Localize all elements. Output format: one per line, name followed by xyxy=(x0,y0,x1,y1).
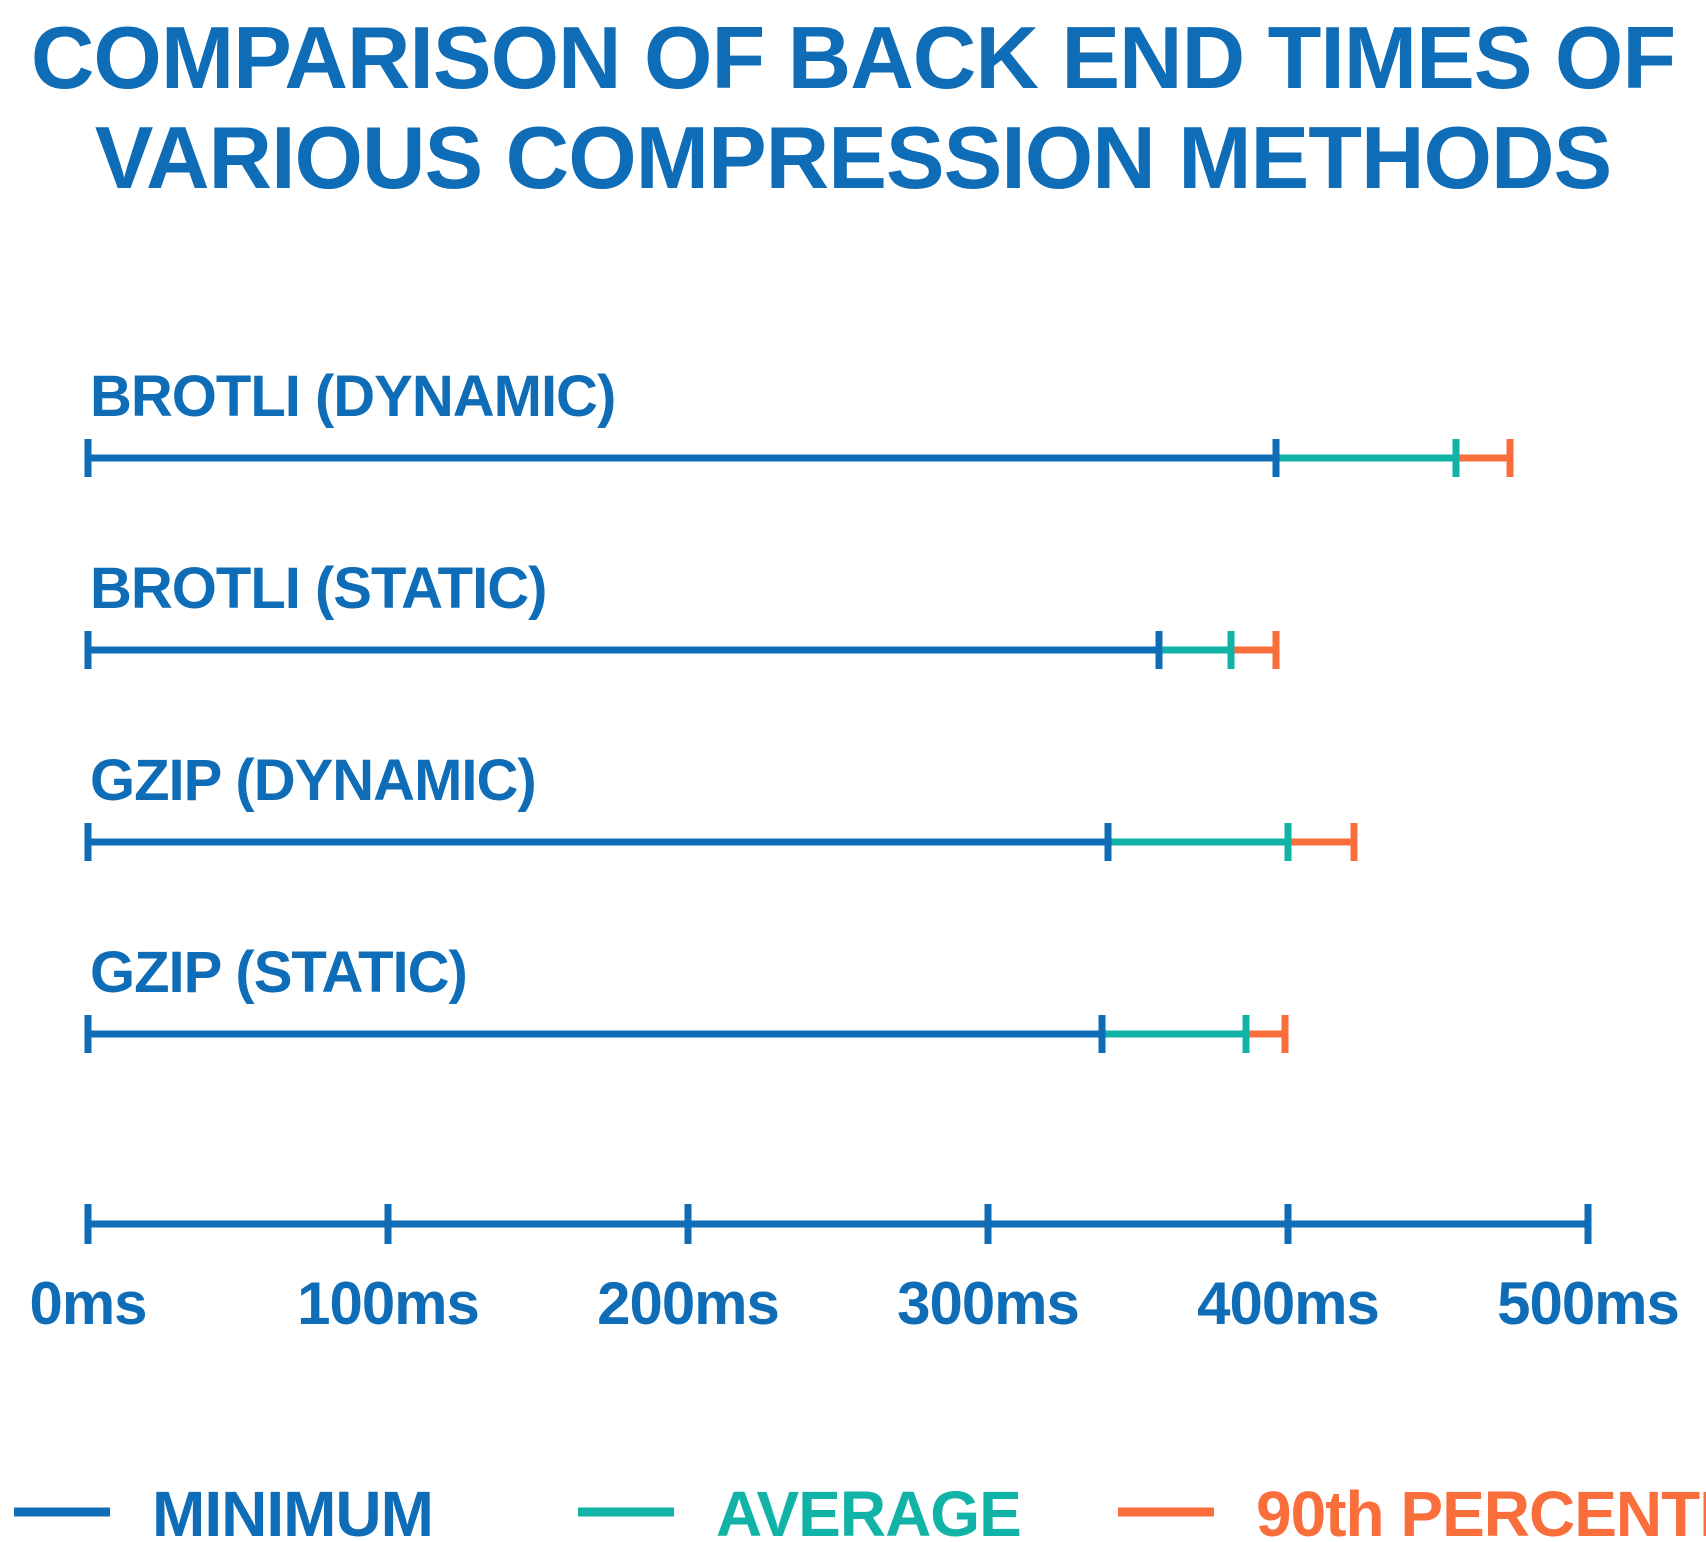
row-3: GZIP (STATIC) xyxy=(84,940,1289,1053)
row-label: BROTLI (DYNAMIC) xyxy=(90,364,615,429)
chart-title-line-1: COMPARISON OF BACK END TIMES OF xyxy=(31,8,1675,107)
legend: MINIMUM AVERAGE 90th PERCENTILE xyxy=(14,1478,1706,1542)
x-tick-label: 300ms xyxy=(897,1270,1079,1337)
row-2: GZIP (DYNAMIC) xyxy=(84,748,1358,861)
x-tick-label: 500ms xyxy=(1497,1270,1679,1337)
row-0: BROTLI (DYNAMIC) xyxy=(84,364,1514,477)
x-tick-label: 400ms xyxy=(1197,1270,1379,1337)
chart-title-line-2: VARIOUS COMPRESSION METHODS xyxy=(95,108,1611,207)
x-tick-label: 0ms xyxy=(29,1270,146,1337)
chart-rows: BROTLI (DYNAMIC) BROTLI (STATIC) GZIP (DYN… xyxy=(84,364,1514,1053)
chart-title: COMPARISON OF BACK END TIMES OF VARIOUS … xyxy=(31,8,1676,207)
x-axis: 0ms 100ms 200ms 300ms 400ms 500ms xyxy=(29,1204,1680,1337)
legend-label: 90th PERCENTILE xyxy=(1256,1478,1706,1542)
x-tick-label: 100ms xyxy=(297,1270,479,1337)
legend-item-2: 90th PERCENTILE xyxy=(1118,1478,1706,1542)
legend-item-1: AVERAGE xyxy=(578,1478,1022,1542)
row-label: GZIP (DYNAMIC) xyxy=(90,748,536,813)
legend-label: AVERAGE xyxy=(716,1478,1021,1542)
x-tick-label: 200ms xyxy=(597,1270,779,1337)
row-1: BROTLI (STATIC) xyxy=(84,556,1280,669)
legend-item-0: MINIMUM xyxy=(14,1478,434,1542)
row-label: GZIP (STATIC) xyxy=(90,940,467,1005)
legend-label: MINIMUM xyxy=(152,1478,433,1542)
row-label: BROTLI (STATIC) xyxy=(90,556,546,621)
